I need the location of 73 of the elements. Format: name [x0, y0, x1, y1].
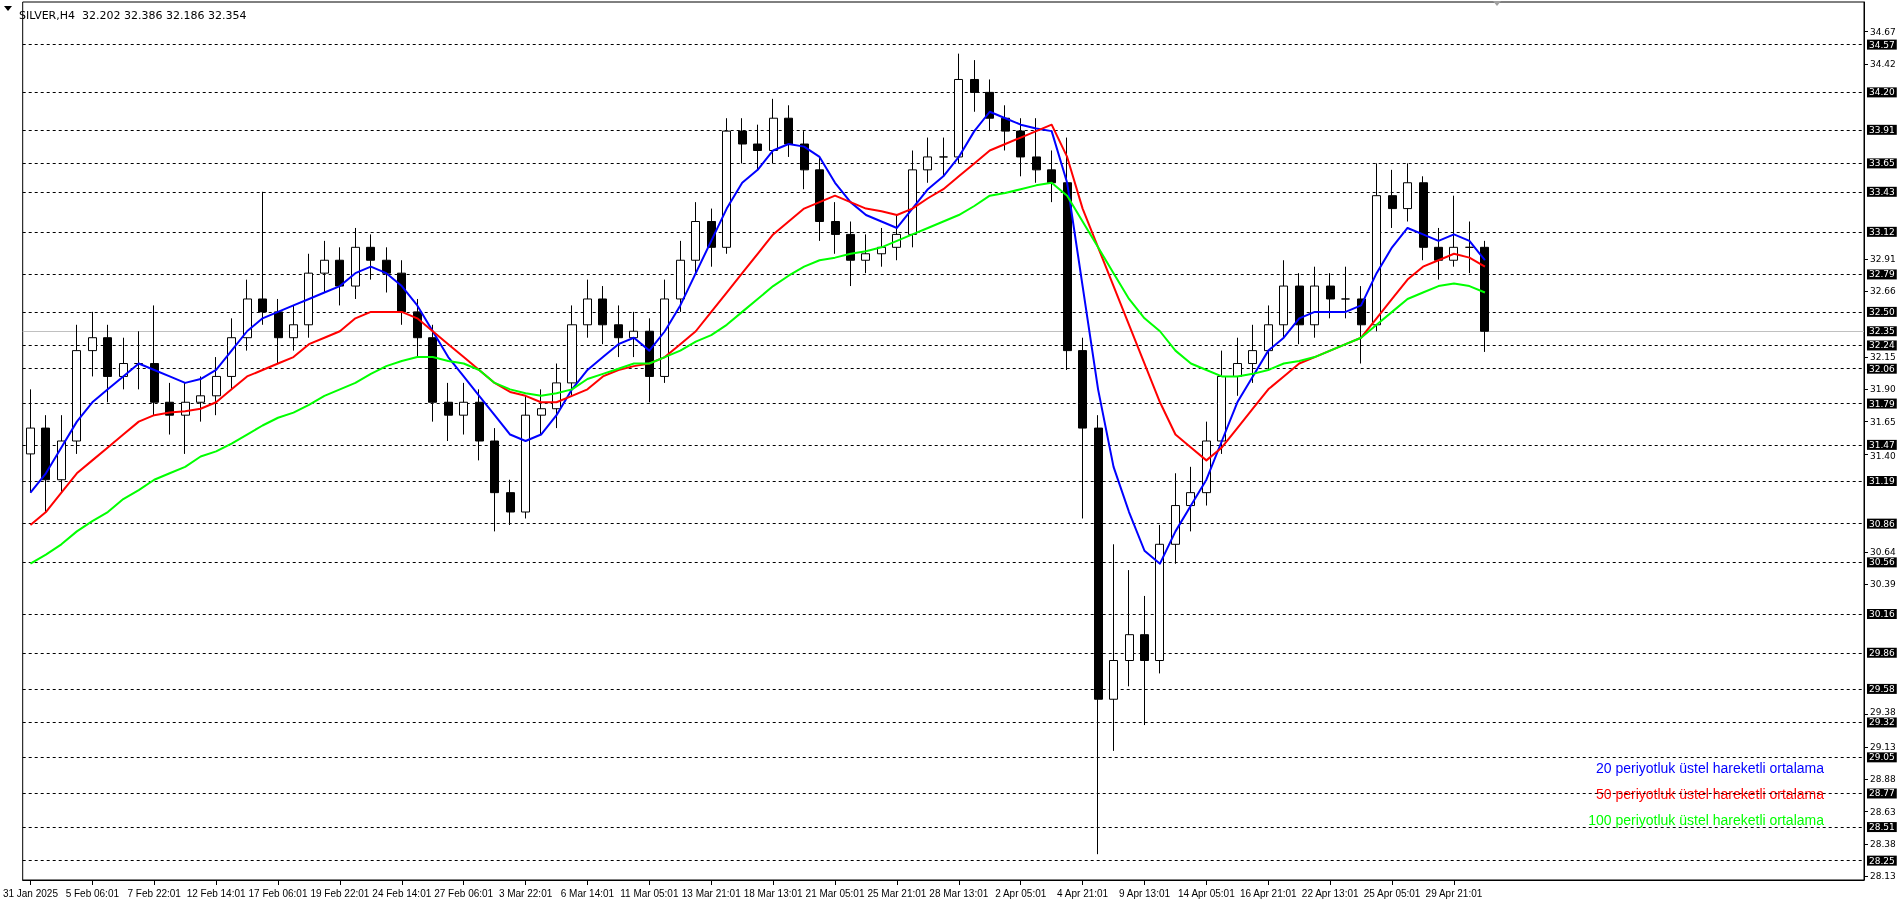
- y-tick-label: 31.40: [1870, 451, 1897, 462]
- text: 20 periyotluk üstel hareketli ortalama: [1595, 760, 1825, 776]
- x-tick-label: 4 Apr 21:01: [1057, 887, 1109, 899]
- ref-line-label: 33.91: [1869, 124, 1895, 135]
- y-tick-label: 30.39: [1870, 579, 1897, 590]
- ref-line-label: 30.16: [1869, 609, 1896, 620]
- ref-line-label: 28.51: [1869, 822, 1895, 833]
- x-tick-label: 7 Feb 22:01: [127, 887, 182, 899]
- ref-line-label: 33.12: [1869, 226, 1895, 237]
- y-tick-label: 31.65: [1870, 416, 1896, 427]
- ref-line-label: 30.56: [1869, 557, 1896, 568]
- ref-line-label: 33.65: [1869, 158, 1895, 169]
- ref-line-label: 30.86: [1869, 518, 1896, 529]
- ref-line-label: 29.32: [1869, 717, 1895, 728]
- x-tick-label: 27 Feb 06:01: [434, 887, 494, 899]
- x-tick-label: 14 Apr 05:01: [1178, 887, 1236, 899]
- y-tick-label: 29.13: [1870, 742, 1896, 753]
- x-tick-label: 28 Mar 13:01: [929, 887, 989, 899]
- candlestick: [1001, 104, 1010, 151]
- y-tick-label: 29.38: [1870, 707, 1897, 718]
- ref-line-label: 28.25: [1869, 855, 1895, 866]
- y-tick-label: 32.66: [1870, 286, 1897, 297]
- candlestick: [212, 356, 221, 416]
- text: 50 periyotluk üstel hareketli ortalama: [1595, 786, 1825, 802]
- x-tick-label: 25 Apr 05:01: [1363, 887, 1421, 899]
- ref-line-label: 29.86: [1869, 647, 1896, 658]
- x-tick-label: 16 Apr 21:01: [1239, 887, 1298, 899]
- x-tick-label: 3 Mar 22:01: [498, 887, 553, 899]
- x-tick-label: 19 Feb 22:01: [310, 887, 370, 899]
- y-tick-label: 32.91: [1870, 253, 1896, 264]
- x-tick-label: 17 Feb 06:01: [248, 887, 308, 899]
- x-tick-label: 22 Apr 13:01: [1301, 887, 1359, 899]
- x-tick-label: 18 Mar 13:01: [743, 887, 804, 899]
- y-tick-label: 32.15: [1870, 352, 1896, 363]
- x-tick-label: 13 Mar 21:01: [681, 887, 742, 899]
- ref-line-label: 32.35: [1869, 326, 1895, 337]
- y-tick-label: 28.38: [1870, 838, 1897, 849]
- y-tick-label: 31.90: [1870, 384, 1897, 395]
- y-tick-label: 28.88: [1870, 774, 1897, 785]
- x-tick-label: 31 Jan 2025: [2, 887, 59, 899]
- y-tick-label: 30.64: [1870, 547, 1897, 558]
- text: 100 periyotluk üstel hareketli ortalama: [1588, 812, 1825, 828]
- x-tick-label: 11 Mar 05:01: [620, 887, 679, 899]
- line-series: [29, 181, 1486, 565]
- ref-line-label: 33.43: [1869, 186, 1895, 197]
- x-tick-label: 9 Apr 13:01: [1118, 887, 1171, 899]
- ref-line-label: 34.20: [1869, 87, 1896, 98]
- y-tick-label: 28.13: [1870, 871, 1896, 882]
- x-tick-label: 12 Feb 14:01: [186, 887, 247, 899]
- ref-line-label: 32.24: [1869, 340, 1896, 351]
- x-tick-label: 5 Feb 06:01: [65, 887, 120, 899]
- ref-line-label: 31.47: [1869, 439, 1895, 450]
- x-tick-label: 24 Feb 14:01: [372, 887, 432, 899]
- y-tick-label: 34.42: [1870, 58, 1896, 69]
- ref-line-label: 34.57: [1869, 39, 1895, 50]
- x-tick-label: 29 Apr 21:01: [1425, 887, 1483, 899]
- y-tick-label: 28.63: [1870, 806, 1896, 817]
- ref-line-label: 29.58: [1869, 683, 1896, 694]
- x-tick-label: 21 Mar 05:01: [805, 887, 865, 899]
- x-tick-label: 25 Mar 21:01: [867, 887, 927, 899]
- ref-line-label: 31.79: [1869, 398, 1896, 409]
- x-tick-label: 2 Apr 05:01: [995, 887, 1047, 899]
- candlestick: [923, 137, 932, 184]
- ref-line-label: 31.19: [1869, 476, 1896, 487]
- ref-line-label: 32.50: [1869, 306, 1896, 317]
- ref-line-label: 28.77: [1869, 788, 1895, 799]
- ref-line-label: 32.79: [1869, 269, 1896, 280]
- x-tick-label: 6 Mar 14:01: [560, 887, 615, 899]
- candlestick: [335, 246, 344, 306]
- candlestick: [227, 317, 236, 390]
- ref-line-label: 29.05: [1869, 752, 1895, 763]
- y-tick-label: 34.67: [1870, 26, 1896, 37]
- ref-line-label: 32.06: [1869, 363, 1896, 374]
